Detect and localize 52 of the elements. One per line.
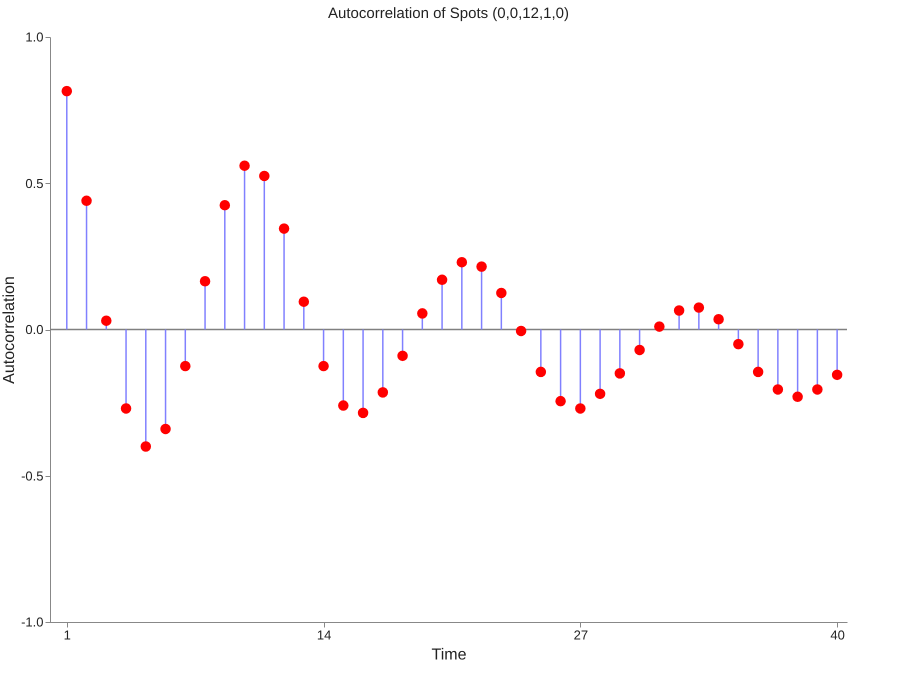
point [417,308,428,319]
x-tick-label: 1 [64,628,71,642]
y-axis-title: Autocorrelation [1,276,18,384]
y-tick-label: 0.0 [25,322,44,337]
point [634,344,645,356]
point [160,424,171,434]
point [62,86,72,96]
point [456,256,468,268]
point [594,388,606,400]
y-tick-label: -1.0 [21,614,44,630]
point [694,302,704,313]
point [140,441,152,452]
point [832,370,842,380]
point [101,315,112,326]
point [674,305,684,316]
x-axis-title: Time [432,646,467,664]
point [358,408,368,418]
point [772,384,784,395]
point [180,360,191,372]
chart-title: Autocorrelation of Spots (0,0,12,1,0) [328,5,569,22]
y-tick-label: 1.0 [25,30,44,44]
point [654,321,665,332]
point [220,200,230,210]
point [200,276,210,286]
point [378,387,388,398]
point [318,360,329,372]
point [752,366,764,378]
x-tick-label: 40 [830,628,845,642]
point [120,403,132,414]
point [476,261,487,272]
x-tick-label: 27 [574,628,588,642]
point [812,384,823,395]
point [555,396,566,406]
point [614,368,626,379]
point [575,403,586,414]
point [713,314,724,324]
point [239,160,250,171]
y-tick-label: -0.5 [21,468,44,484]
point [496,288,507,298]
point [338,400,349,411]
point [436,274,448,286]
point [81,196,92,206]
point [397,350,408,362]
point [536,366,546,378]
point [298,296,310,307]
point [792,392,803,402]
point [733,338,744,350]
x-tick-label: 14 [316,628,332,642]
point [516,326,526,336]
point [259,170,270,182]
y-tick-label: 0.5 [25,176,44,191]
point [278,223,290,234]
